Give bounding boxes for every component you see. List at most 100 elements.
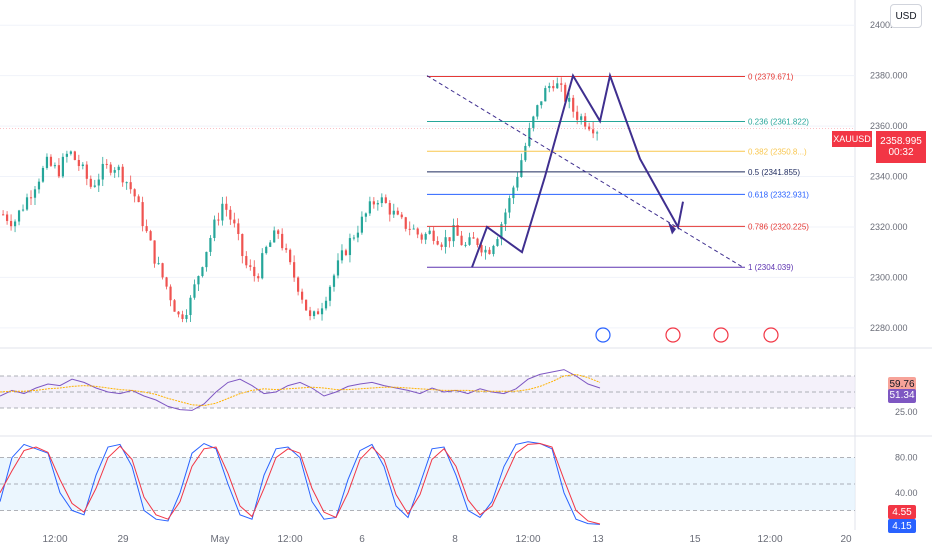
candle-body [69,151,72,154]
candle-body [157,263,160,265]
candle-body [488,249,491,255]
candle-body [468,237,471,245]
candle-body [197,276,200,285]
candle-body [392,210,395,215]
candle-body [261,253,264,279]
candle-body [109,164,112,173]
candle-body [181,314,184,319]
candle-body [193,284,196,298]
candle-body [592,129,595,134]
candle-body [169,286,172,301]
candle-body [596,132,599,134]
candle-body [460,235,463,246]
candle-body [332,275,336,287]
candle-body [524,145,527,161]
y-tick-label: 2400.000 [870,20,908,30]
candle-body [408,228,411,230]
y-tick-label: 2360.000 [870,121,908,131]
candle-body [380,197,383,204]
candle-body [520,160,523,178]
candle-body [548,86,551,89]
candle-body [149,231,152,241]
candle-body [245,256,248,266]
stoch-tick-label: 80.00 [895,453,918,463]
candle-body [133,189,136,197]
candle-body [588,126,591,130]
candle-body [436,240,439,245]
y-tick-label: 2380.000 [870,71,908,81]
candle-body [121,166,124,183]
price-countdown: 00:32 [888,147,914,158]
candle-body [360,216,363,233]
candle-body [29,197,33,199]
fib-level-label: 0.786 (2320.225) [748,222,809,231]
candle-body [316,311,320,315]
candle-body [364,213,367,217]
last-price-tag: XAUUSD 2358.995 00:32 [832,131,926,163]
candle-body [572,97,575,112]
candle-body [508,198,511,213]
x-tick-label: 20 [840,534,852,545]
candle-body [420,234,423,240]
economic-event-icon [665,327,681,343]
candle-body [101,163,104,180]
candle-body [496,239,499,246]
currency-selector[interactable]: USD [890,4,922,28]
x-tick-label: 12:00 [757,534,782,545]
price-value: 2358.995 [880,136,922,147]
candle-body [308,310,312,317]
candle-body [328,286,332,301]
candle-body [9,220,13,227]
candle-body [336,260,340,276]
y-tick-label: 2280.000 [870,323,908,333]
candle-body [185,315,188,319]
x-tick-label: 29 [117,534,129,545]
candle-body [125,182,128,184]
candle-body [376,203,379,205]
candle-body [544,88,547,102]
rsi-line [0,369,601,411]
candle-body [209,237,212,252]
candle-body [205,251,208,268]
stoch-k-value-tag: 4.15 [888,519,916,534]
candle-body [384,197,387,204]
arrow-head [668,221,676,235]
candle-body [576,111,579,120]
rsi-ma-value-tag: 59.76 [888,377,916,392]
candle-body [448,237,451,242]
candle-body [229,209,232,220]
candle-body [265,246,268,254]
candle-body [348,238,352,256]
candle-body [2,214,5,216]
candle-body [37,181,41,190]
candle-body [257,276,260,279]
candle-body [81,164,84,167]
candle-body [97,179,100,186]
candle-body [21,209,25,211]
fib-level-label: 0.5 (2341.855) [748,168,800,177]
candle-body [281,233,284,249]
harmonic-pattern [471,72,684,268]
candle-body [372,201,375,205]
candle-body [484,249,487,253]
candle-body [85,164,88,179]
candle-body [560,83,563,85]
candle-body [237,223,240,235]
candle-body [141,202,144,227]
candle-body [105,163,108,165]
candle-body [293,262,296,278]
candle-body [269,242,272,247]
candle-body [25,197,29,210]
candle-body [33,189,37,198]
candle-body [65,153,68,157]
candle-body [432,230,435,241]
x-tick-label: 12:00 [515,534,540,545]
currency-label: USD [895,10,917,22]
candle-body [225,203,228,210]
candle-body [273,230,276,243]
candle-body [344,250,348,256]
economic-event-icon [713,327,729,343]
candle-body [77,159,80,167]
